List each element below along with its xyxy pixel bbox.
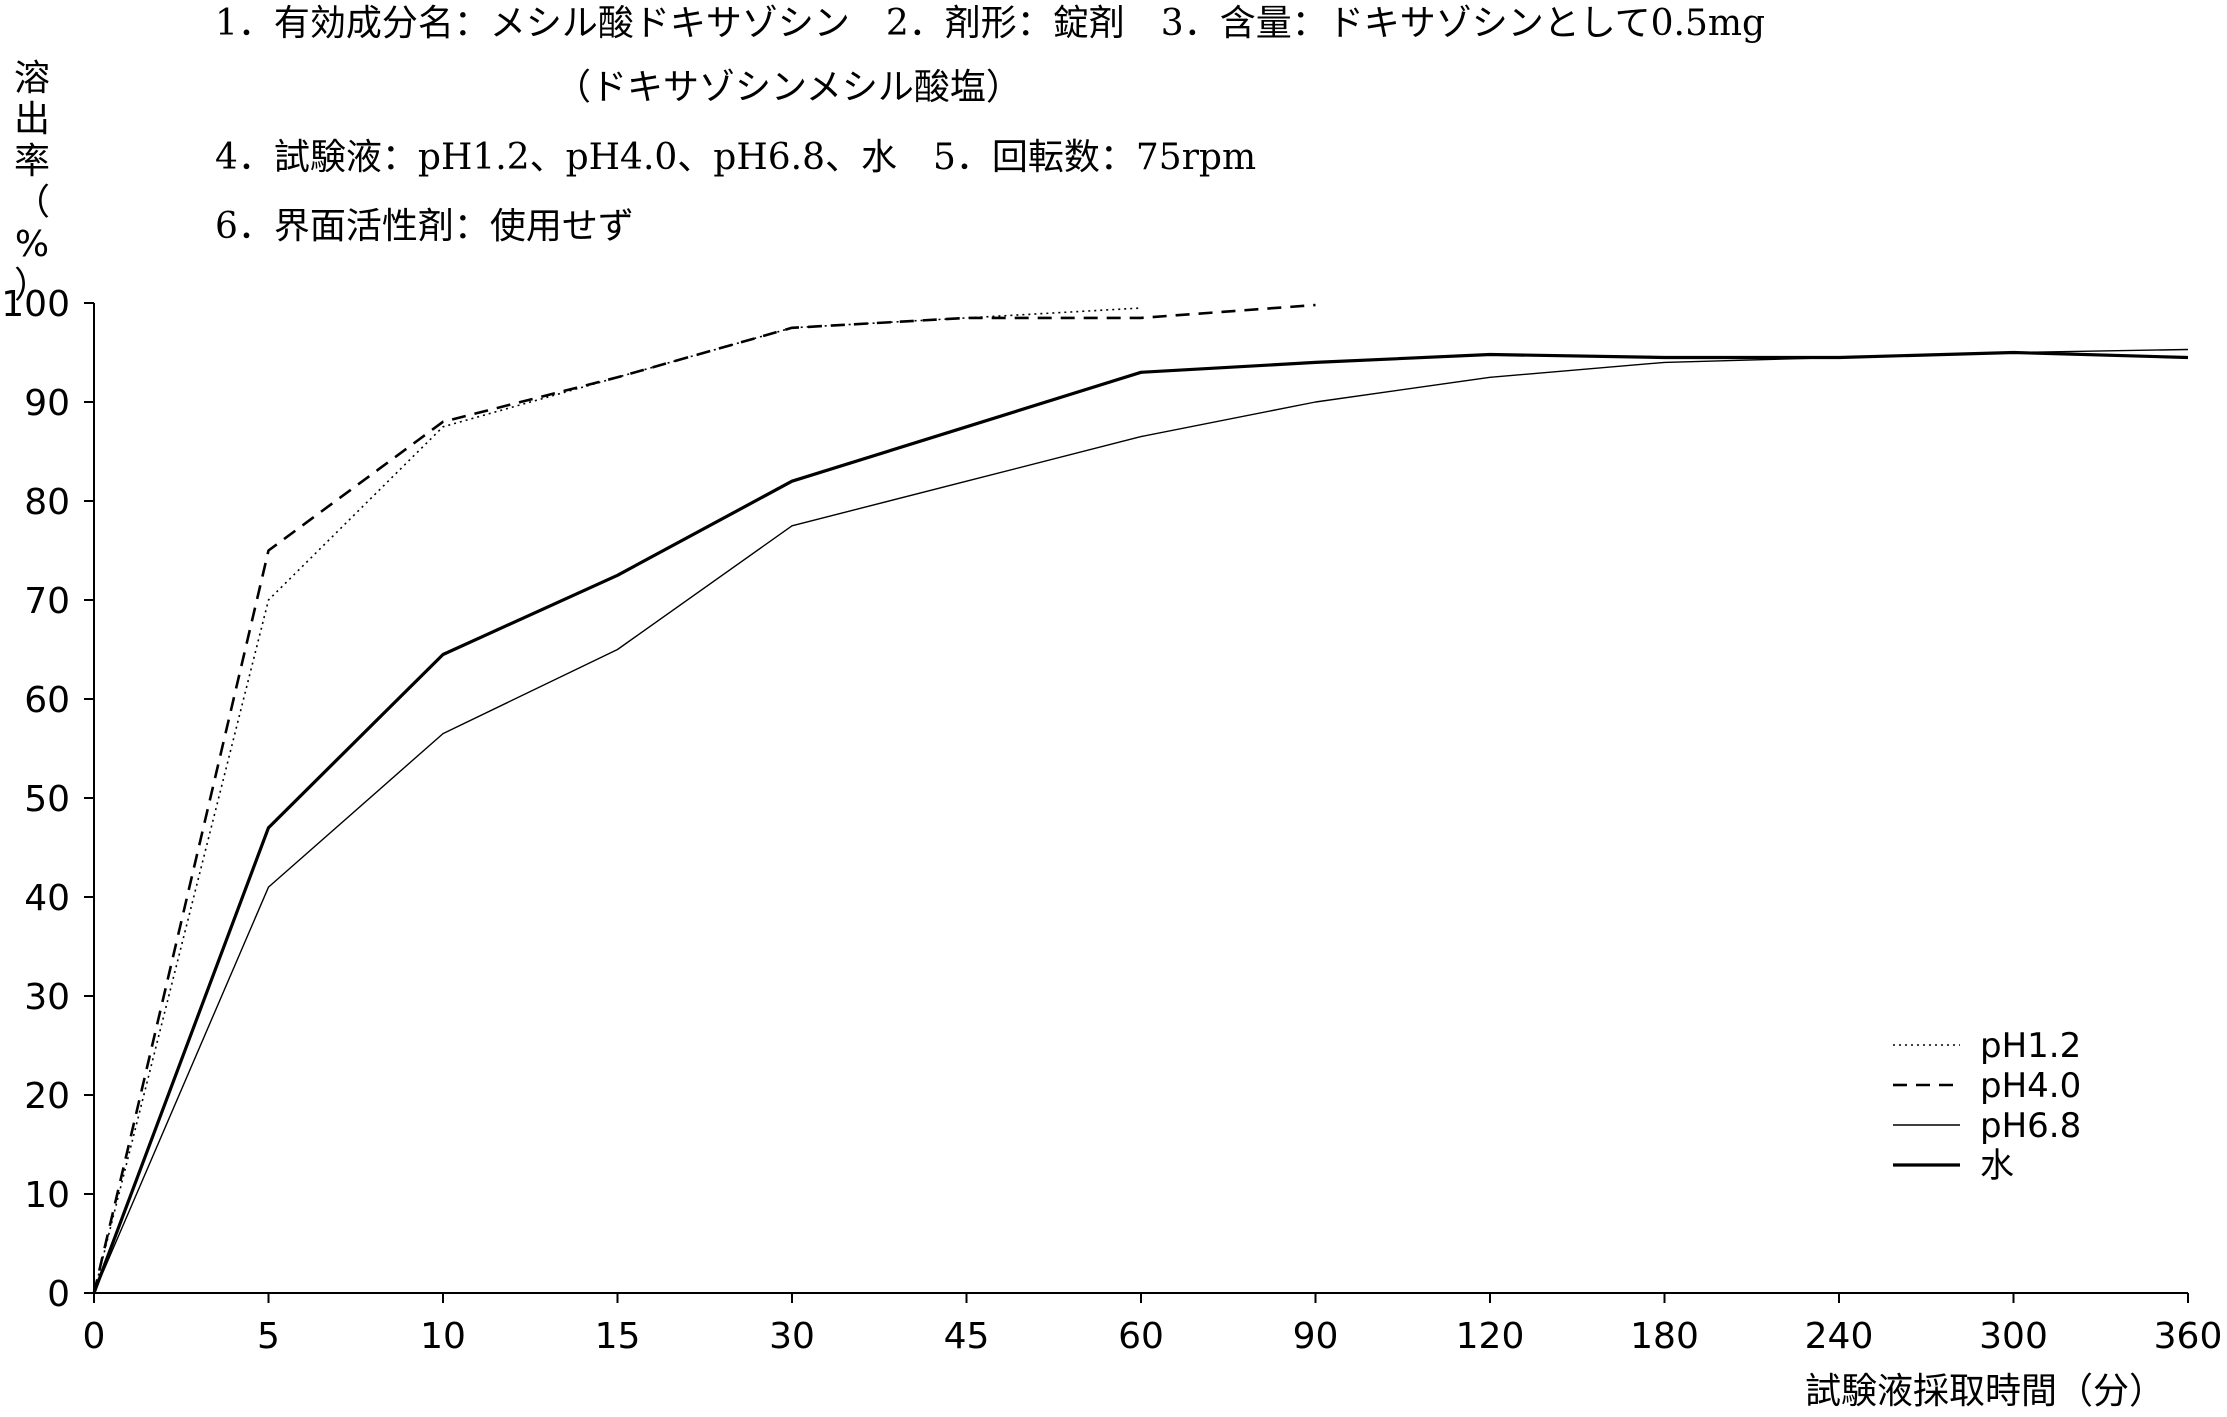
- y-axis-title-char: 溶: [13, 58, 50, 99]
- x-tick-label: 15: [595, 1316, 641, 1357]
- series-line-pH1.2: [93, 307, 1142, 1294]
- y-axis-ticks: 0 10 20 30 40 50 60 70 80 90 100: [1, 284, 94, 1315]
- y-tick-label: 60: [24, 680, 70, 721]
- y-tick-label: 90: [24, 383, 70, 424]
- x-tick-label: 90: [1293, 1316, 1339, 1357]
- y-tick-label: 30: [24, 977, 70, 1018]
- y-axis-title-char: 出: [13, 99, 50, 141]
- y-tick-label: 0: [47, 1274, 70, 1315]
- x-tick-label: 10: [420, 1316, 466, 1357]
- x-tick-label: 30: [769, 1316, 815, 1357]
- y-tick-label: 40: [24, 878, 70, 919]
- x-tick-label: 45: [944, 1316, 990, 1357]
- y-tick-label: 100: [1, 284, 70, 325]
- condition-line-3: 4．試験液：pH1.2、pH4.0、pH6.8、水 5．回転数：75rpm: [215, 137, 1257, 178]
- y-tick-label: 10: [24, 1175, 70, 1216]
- y-tick-label: 70: [24, 581, 70, 622]
- condition-line-1: 1．有効成分名：メシル酸ドキサゾシン 2．剤形：錠剤 3．含量：ドキサゾシンとし…: [215, 3, 1766, 44]
- y-tick-label: 50: [24, 779, 70, 820]
- legend-label-pH6.8: pH6.8: [1980, 1106, 2081, 1146]
- condition-line-2: （ドキサゾシンメシル酸塩）: [555, 67, 1022, 108]
- y-tick-label: 80: [24, 482, 70, 523]
- x-tick-label: 300: [1979, 1316, 2048, 1357]
- legend-label-pH4.0: pH4.0: [1980, 1066, 2081, 1106]
- legend-label-水: 水: [1980, 1146, 2014, 1186]
- legend-label-pH1.2: pH1.2: [1980, 1026, 2081, 1066]
- y-axis-title-char: 率: [13, 140, 50, 182]
- chart-axes: [93, 303, 2188, 1294]
- y-axis-title-char: （: [13, 182, 50, 224]
- series-line-pH4.0: [92, 303, 1316, 1294]
- x-axis-ticks: 0 5 10 15 30 45 60 90 120 180 240 300 360: [83, 1293, 2223, 1357]
- chart-series: [92, 303, 2189, 1294]
- x-tick-label: 120: [1456, 1316, 1525, 1357]
- series-line-pH6.8: [93, 348, 2189, 1294]
- x-tick-label: 360: [2154, 1316, 2223, 1357]
- x-tick-label: 180: [1630, 1316, 1699, 1357]
- x-tick-label: 60: [1118, 1316, 1164, 1357]
- x-axis-title: 試験液採取時間（分）: [1805, 1371, 2165, 1412]
- y-tick-label: 20: [24, 1076, 70, 1117]
- condition-line-4: 6．界面活性剤：使用せず: [215, 206, 634, 247]
- x-tick-label: 5: [257, 1316, 280, 1357]
- y-axis-title-char: ）: [13, 264, 50, 306]
- x-tick-label: 240: [1805, 1316, 1874, 1357]
- x-tick-label: 0: [83, 1316, 106, 1357]
- y-axis-title-char: %: [14, 223, 50, 265]
- series-line-水: [92, 350, 2189, 1294]
- y-axis-title: 溶出率（%）: [12, 58, 52, 306]
